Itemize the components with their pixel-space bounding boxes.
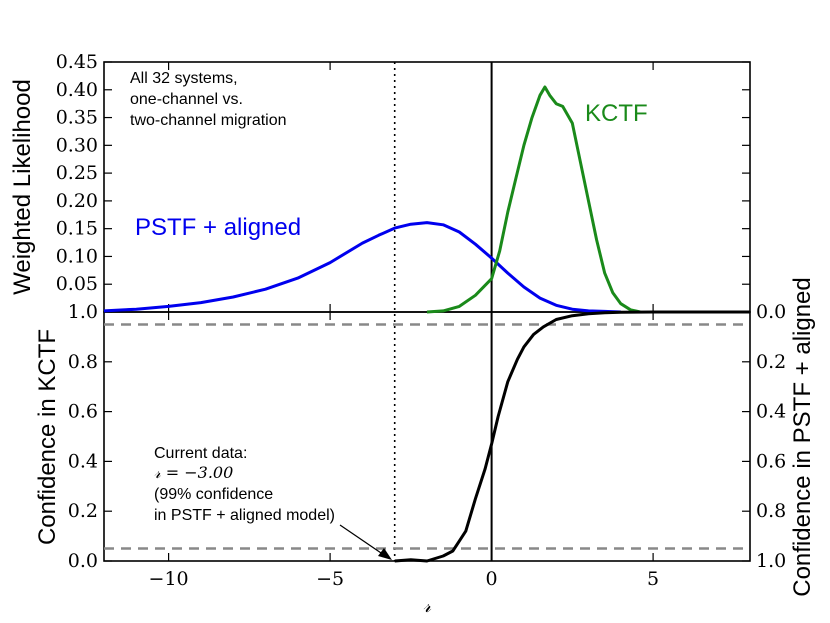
top-y-tick-label: 0.15	[56, 218, 98, 240]
bottom-y-tick-label: 0.2	[68, 500, 98, 522]
x-axis-title: 𝓇	[423, 595, 432, 617]
bottom-y-tick-label: 0.4	[68, 450, 98, 472]
top-y-tick-label: 0.10	[56, 245, 98, 267]
bottom-y-axis-title: Confidence in KCTF	[34, 329, 61, 545]
series-line-kctf	[426, 85, 641, 314]
bottom-panel-ticks: 0.0 1.0 0.2 0.8 0.4 0.6 0.6 0.4 0.8 0.2 1.0 0.0 −10 −…	[68, 301, 786, 590]
top-y-tick-label: 0.25	[56, 162, 98, 184]
bottom-y-tick-label: 0.0	[68, 550, 98, 572]
bottom-y-tick-label: 0.8	[68, 351, 98, 373]
series-lines	[103, 85, 750, 563]
series-label-pstf: PSTF + aligned	[135, 214, 301, 241]
top-y-tick-label: 0.40	[56, 79, 98, 101]
top-annotation-line-1: All 32 systems,	[130, 70, 238, 87]
top-y-tick-label: 0.45	[56, 51, 98, 73]
top-annotation-line-3: two-channel migration	[130, 112, 287, 129]
series-label-kctf: KCTF	[585, 100, 648, 127]
x-tick-label: −10	[149, 568, 189, 590]
top-y-axis-title: Weighted Likelihood	[9, 79, 36, 295]
annotation-arrow-line	[339, 524, 388, 558]
top-y-tick-label: 0.35	[56, 107, 98, 129]
bottom-annotation-line-4: in PSTF + aligned model)	[154, 507, 335, 524]
bottom-y-right-axis-title: Confidence in PSTF + aligned	[789, 277, 816, 597]
bottom-annotation-line-2: 𝓇 = −3.00	[154, 463, 233, 482]
annotation-arrowhead	[378, 548, 392, 560]
bottom-y-right-tick-label: 0.0	[756, 301, 786, 323]
bottom-y-tick-label: 0.6	[68, 401, 98, 423]
bottom-y-right-tick-label: 0.2	[756, 351, 786, 373]
bottom-y-right-tick-label: 0.8	[756, 500, 786, 522]
series-line-pstf	[103, 221, 621, 314]
x-tick-label: 0	[486, 568, 498, 590]
x-tick-label: −5	[316, 568, 344, 590]
bottom-y-tick-label: 1.0	[68, 301, 98, 323]
bottom-annotation-line-1: Current data:	[154, 445, 247, 462]
top-annotation-line-2: one-channel vs.	[130, 91, 243, 108]
top-panel-ticks: 0.05 0.10 0.15 0.20 0.25 0.30 0.35 0.40 0.45	[56, 51, 750, 312]
bottom-y-right-tick-label: 1.0	[756, 550, 786, 572]
top-y-tick-label: 0.05	[56, 273, 98, 295]
series-line-confidence	[394, 310, 750, 563]
x-tick-label: 5	[647, 568, 659, 590]
top-y-tick-label: 0.20	[56, 190, 98, 212]
bottom-y-right-tick-label: 0.4	[756, 401, 786, 423]
top-y-tick-label: 0.30	[56, 134, 98, 156]
bottom-y-right-tick-label: 0.6	[756, 450, 786, 472]
reference-lines	[104, 62, 750, 561]
bottom-annotation-line-3: (99% confidence	[154, 486, 273, 503]
